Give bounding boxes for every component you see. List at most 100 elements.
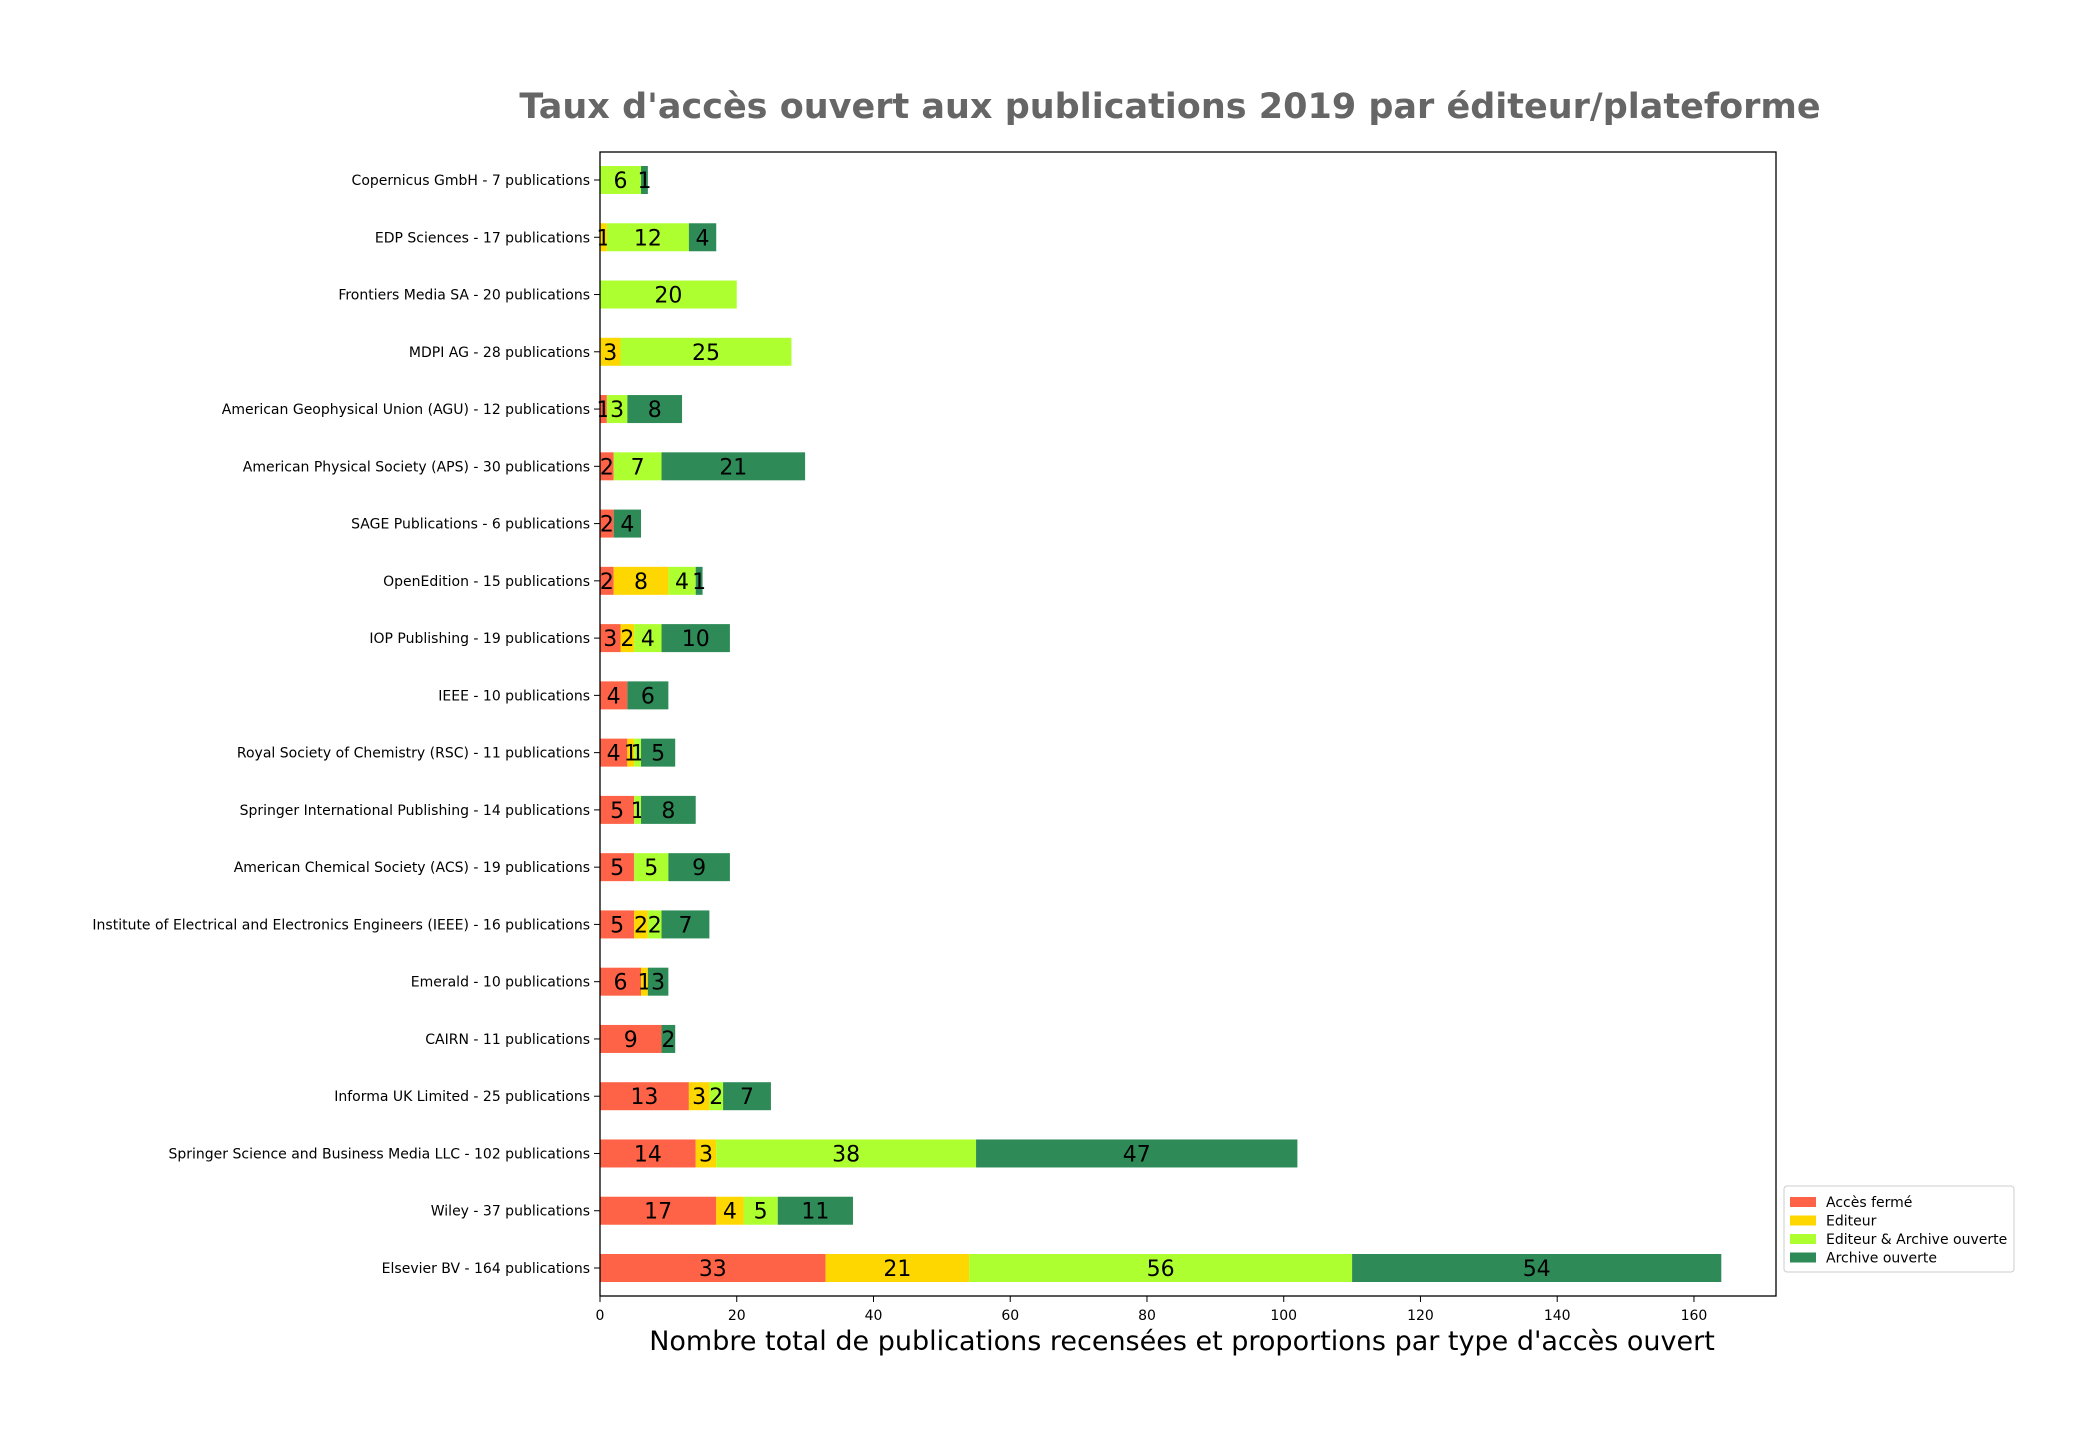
data-label: 3	[692, 1085, 706, 1110]
data-label: 47	[1123, 1142, 1151, 1167]
category-label: Elsevier BV - 164 publications	[382, 1261, 590, 1277]
bar-segment	[600, 967, 642, 996]
data-label: 4	[607, 684, 621, 709]
bar-segment	[600, 566, 614, 595]
data-label: 14	[634, 1142, 662, 1167]
plot-frame	[599, 151, 1777, 1297]
x-tick-label: 0	[596, 1308, 605, 1324]
data-label: 13	[630, 1085, 658, 1110]
data-label: 3	[603, 341, 617, 366]
category-label: Informa UK Limited - 25 publications	[334, 1089, 590, 1105]
bar-segment	[716, 1139, 977, 1168]
x-tick-label: 100	[1270, 1308, 1297, 1324]
legend-swatch	[1790, 1215, 1816, 1226]
data-label: 5	[651, 742, 665, 767]
bar-segment	[688, 223, 717, 252]
data-label: 3	[699, 1142, 713, 1167]
legend: Accès fermé Editeur Editeur & Archive ouve…	[1783, 1185, 2015, 1273]
data-label: 6	[614, 169, 628, 194]
data-label: 2	[600, 570, 614, 595]
bar-segment	[743, 1196, 778, 1225]
bar-segment	[600, 1196, 717, 1225]
category-label: American Geophysical Union (AGU) - 12 pu…	[222, 402, 590, 418]
category-label: American Physical Society (APS) - 30 pub…	[243, 459, 590, 475]
data-label: 4	[641, 627, 655, 652]
data-label: 6	[614, 971, 628, 996]
bar-segment	[825, 1254, 970, 1282]
bar-segment	[600, 223, 607, 252]
data-label: 2	[600, 455, 614, 480]
bar-segment	[661, 624, 730, 653]
x-tick-label: 20	[728, 1308, 746, 1324]
data-label: 6	[641, 684, 655, 709]
bar-segment	[620, 337, 792, 366]
bar-segment	[600, 452, 614, 481]
data-label: 38	[832, 1142, 860, 1167]
data-label: 9	[692, 856, 706, 881]
data-label: 11	[801, 1200, 829, 1225]
data-label: 54	[1523, 1257, 1551, 1282]
bar-segment	[641, 166, 648, 194]
bar-segment	[600, 795, 635, 824]
x-tick-label: 120	[1407, 1308, 1434, 1324]
data-label: 9	[624, 1028, 638, 1053]
bar-segment	[634, 738, 642, 767]
legend-swatch	[1790, 1252, 1816, 1263]
bar-segment	[641, 967, 648, 996]
data-label: 4	[696, 226, 710, 251]
legend-label: Accès fermé	[1826, 1195, 1912, 1211]
data-label: 4	[723, 1200, 737, 1225]
data-label: 5	[610, 799, 624, 824]
data-label: 12	[634, 226, 662, 251]
bar-segment	[613, 509, 642, 538]
category-label: CAIRN - 11 publications	[425, 1032, 590, 1048]
bar-segment	[600, 910, 635, 939]
bar-segment	[606, 395, 628, 424]
data-label: 7	[740, 1085, 754, 1110]
category-label: Wiley - 37 publications	[431, 1204, 590, 1220]
bar-segment	[716, 1196, 744, 1225]
bar-segment	[600, 853, 635, 882]
category-label: Royal Society of Chemistry (RSC) - 11 pu…	[237, 746, 590, 762]
bar-segment	[668, 566, 696, 595]
data-label: 2	[634, 913, 648, 938]
data-label: 56	[1147, 1257, 1175, 1282]
data-label: 21	[719, 455, 747, 480]
bar-segment	[661, 452, 806, 481]
data-label: 7	[631, 455, 645, 480]
category-label: Springer Science and Business Media LLC …	[168, 1146, 590, 1162]
data-label: 8	[648, 398, 662, 423]
data-label: 1	[692, 570, 706, 595]
bar-segment	[600, 395, 607, 424]
data-label: 5	[610, 856, 624, 881]
x-axis: 0 20 40 60 80 100 120 140 160	[596, 1296, 1707, 1324]
x-tick-label: 80	[1138, 1308, 1156, 1324]
bar-segment	[976, 1139, 1298, 1168]
bar-segment	[600, 1139, 696, 1168]
bar-segment	[634, 910, 648, 939]
legend-label: Editeur	[1826, 1214, 1877, 1230]
bar-segment	[600, 624, 621, 653]
data-label: 5	[754, 1200, 768, 1225]
data-label: 1	[637, 169, 651, 194]
data-label: 8	[661, 799, 675, 824]
bar-segment	[613, 566, 669, 595]
category-label: Institute of Electrical and Electronics …	[92, 917, 590, 933]
bar-segment	[723, 1082, 771, 1111]
bar-segment	[627, 738, 635, 767]
data-label: 33	[699, 1257, 727, 1282]
bar-segment	[627, 395, 683, 424]
bar-segment	[634, 795, 642, 824]
category-label: IOP Publishing - 19 publications	[369, 631, 590, 647]
bar-segment	[969, 1254, 1353, 1282]
data-label: 4	[620, 513, 634, 538]
category-label: Springer International Publishing - 14 p…	[240, 803, 590, 819]
data-label: 3	[610, 398, 624, 423]
bar-segment	[600, 280, 737, 309]
bar-segment	[613, 452, 662, 481]
bar-segment	[600, 681, 628, 710]
data-label: 21	[883, 1257, 911, 1282]
bar-segment	[647, 967, 669, 996]
bar-segment	[600, 1254, 826, 1282]
